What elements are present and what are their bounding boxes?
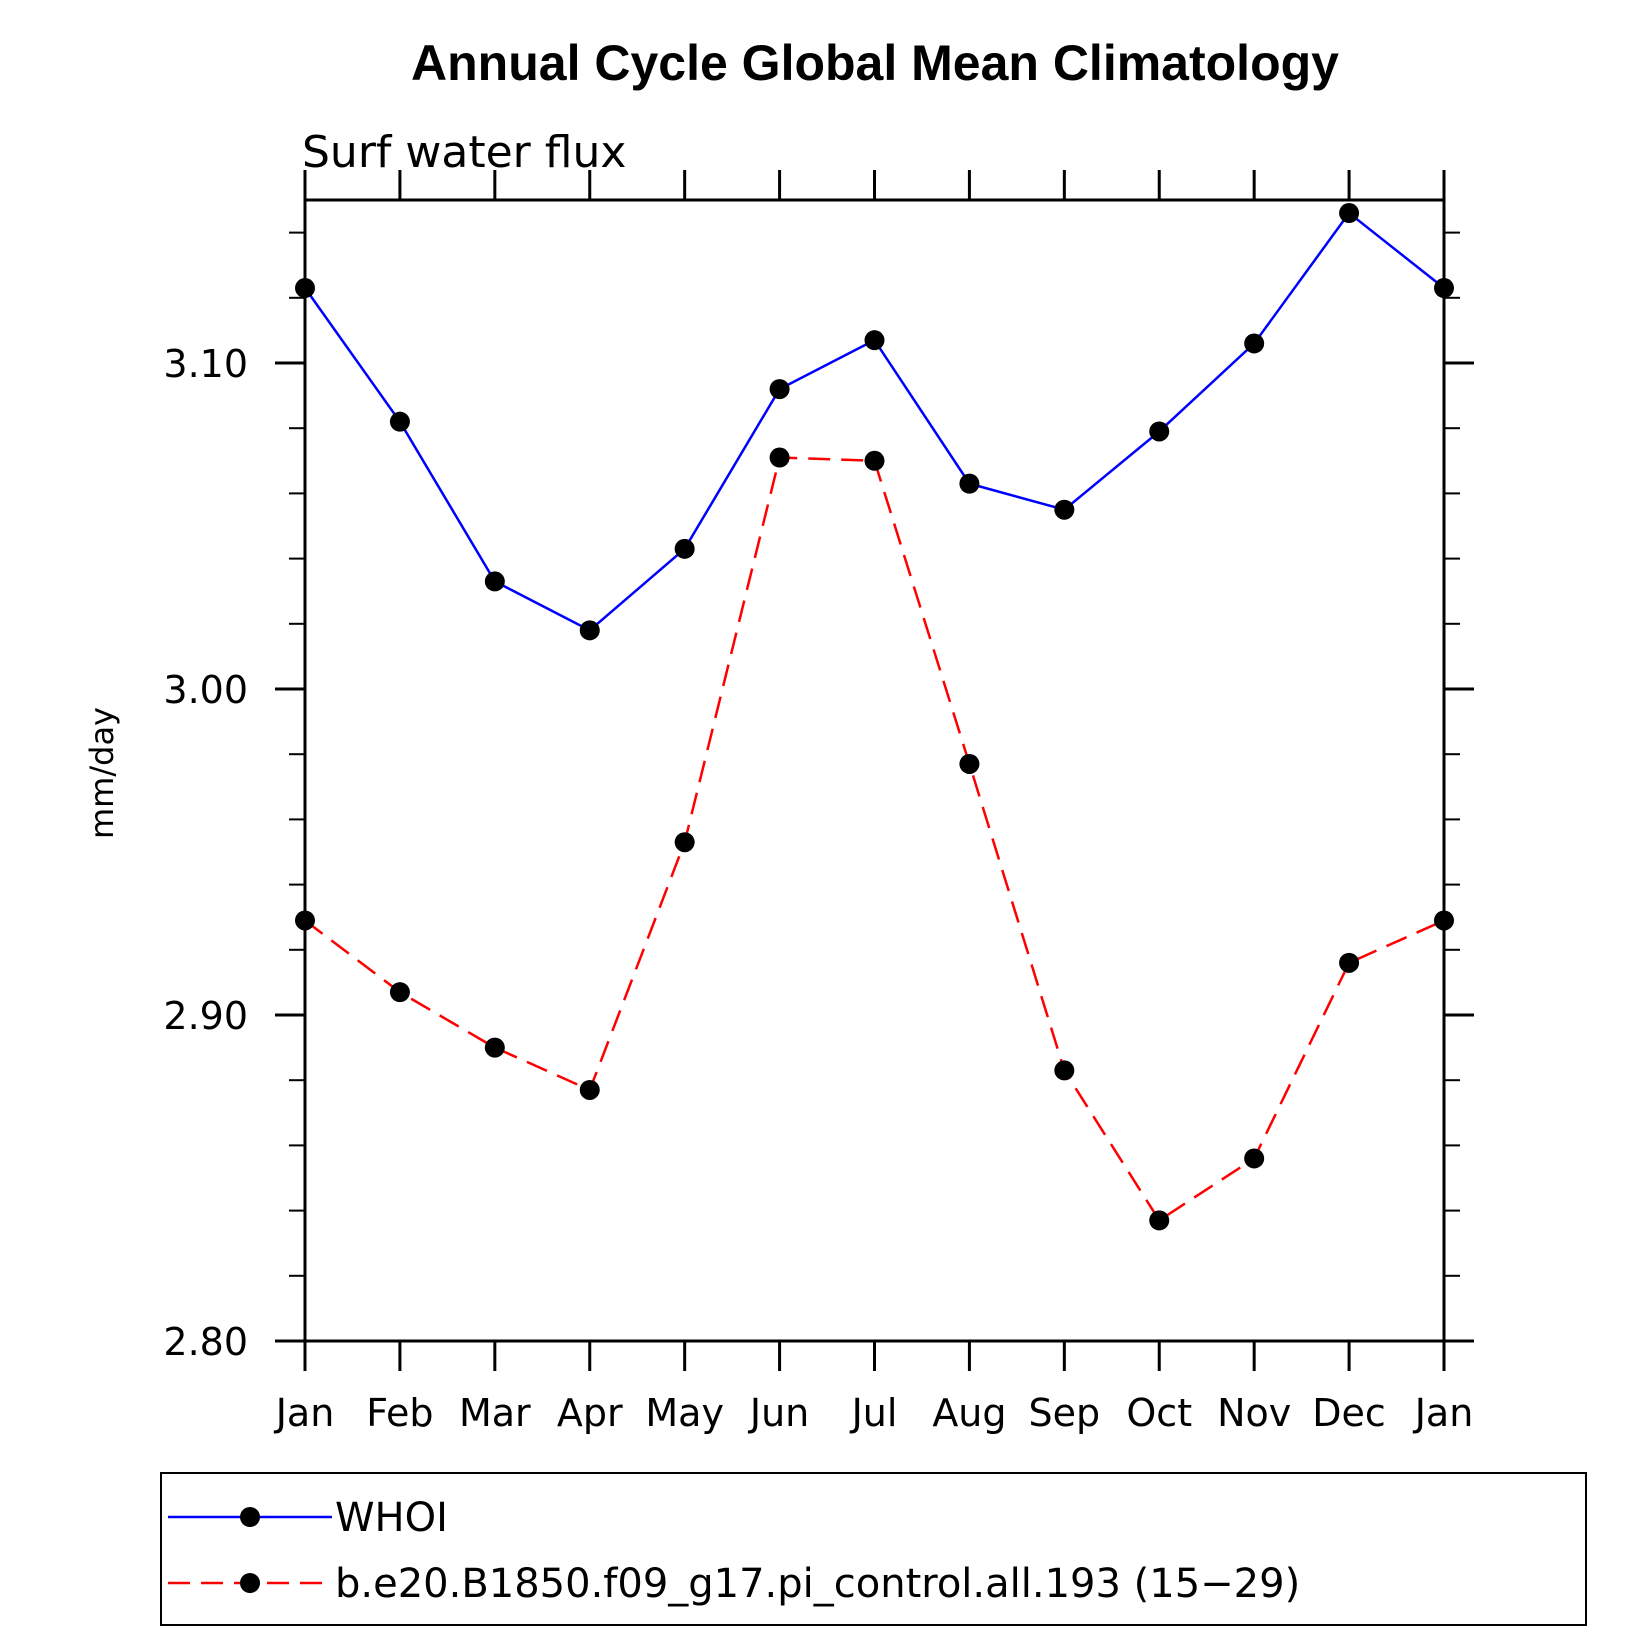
legend: WHOI b.e20.B1850.f09_g17.pi_control.all.1… xyxy=(160,1472,1587,1626)
data-point xyxy=(1149,1210,1170,1231)
legend-box xyxy=(160,1472,1587,1626)
x-tick-labels: Jan Feb Mar Apr May Jun Jul Aug Sep Oct Nov Dec Jan xyxy=(274,1391,1474,1435)
data-point xyxy=(959,473,980,494)
y-tick-label: 2.80 xyxy=(163,1320,248,1364)
x-tick-label: Feb xyxy=(366,1391,433,1435)
x-tick-label: Jan xyxy=(1413,1391,1474,1435)
x-tick-label: Mar xyxy=(459,1391,531,1435)
y-axis-label: mm/day xyxy=(83,707,121,839)
chart-subtitle: Surf water flux xyxy=(302,127,626,178)
data-point xyxy=(484,571,505,592)
data-point xyxy=(1054,1060,1075,1081)
legend-label-1: WHOI xyxy=(335,1495,448,1541)
x-tick-label: Jun xyxy=(748,1391,809,1435)
series-layer xyxy=(295,203,1454,1231)
x-tick-label: Aug xyxy=(932,1391,1006,1435)
data-point xyxy=(864,450,885,471)
data-point xyxy=(389,411,410,432)
series-line-2 xyxy=(304,456,1445,1223)
data-point xyxy=(959,753,980,774)
data-point xyxy=(484,1037,505,1058)
data-point xyxy=(1339,203,1360,224)
x-tick-label: Sep xyxy=(1029,1391,1101,1435)
legend-marker-2 xyxy=(240,1573,260,1593)
x-tick-label: Jul xyxy=(850,1391,898,1435)
data-point xyxy=(1244,333,1265,354)
data-point xyxy=(1244,1148,1265,1169)
data-point xyxy=(389,982,410,1003)
x-tick-label: May xyxy=(645,1391,724,1435)
chart-title: Annual Cycle Global Mean Climatology xyxy=(411,35,1339,91)
data-point xyxy=(864,330,885,351)
data-point xyxy=(579,1079,600,1100)
data-point xyxy=(579,620,600,641)
legend-marker-1 xyxy=(240,1507,260,1527)
data-point xyxy=(674,538,695,559)
y-tick-label: 2.90 xyxy=(163,994,248,1038)
x-tick-label: Nov xyxy=(1217,1391,1291,1435)
y-tick-labels: 2.80 2.90 3.00 3.10 xyxy=(163,342,248,1364)
data-point xyxy=(674,832,695,853)
y-tick-label: 3.10 xyxy=(163,342,248,386)
x-tick-label: Jan xyxy=(274,1391,335,1435)
plot-frame xyxy=(303,198,1446,1343)
legend-items: WHOI b.e20.B1850.f09_g17.pi_control.all.1… xyxy=(168,1495,1300,1607)
data-point xyxy=(1149,421,1170,442)
data-point xyxy=(769,379,790,400)
axis-ticks xyxy=(275,170,1474,1371)
data-point xyxy=(769,447,790,468)
x-tick-label: Apr xyxy=(557,1391,623,1435)
x-tick-label: Oct xyxy=(1126,1391,1192,1435)
data-point xyxy=(1054,499,1075,520)
data-point xyxy=(1339,952,1360,973)
legend-label-2: b.e20.B1850.f09_g17.pi_control.all.193 (… xyxy=(335,1561,1300,1607)
series-line-1 xyxy=(303,211,1445,632)
x-tick-label: Dec xyxy=(1312,1391,1386,1435)
y-tick-label: 3.00 xyxy=(163,668,248,712)
